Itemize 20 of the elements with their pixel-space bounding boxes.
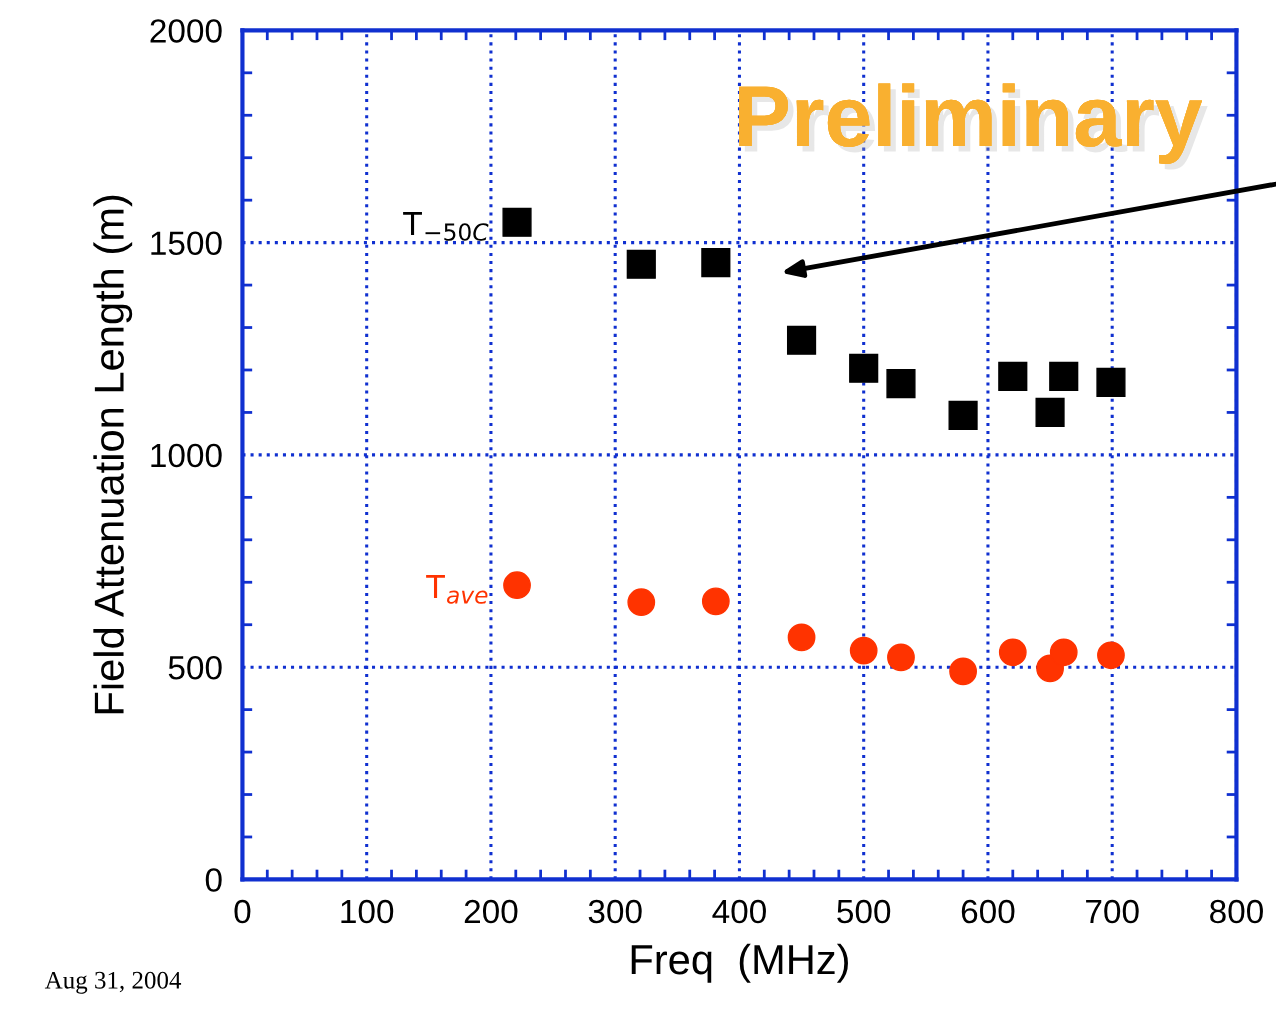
- x-tick-label: 600: [961, 899, 1015, 924]
- series-label: T$_{ave}$: [426, 575, 488, 604]
- x-tick-label: 200: [464, 899, 518, 924]
- y-tick-label: 500: [168, 655, 222, 680]
- y-tick-label: 1500: [151, 231, 222, 256]
- x-tick-label: 400: [712, 899, 766, 924]
- y-axis-title: Field Attenuation Length (m): [93, 195, 133, 714]
- x-axis-title: Freq (MHz): [631, 943, 848, 983]
- series-label: T$_{−50C}$: [403, 212, 489, 241]
- x-tick-label: 700: [1086, 899, 1139, 924]
- y-tick-label: 0: [205, 868, 222, 892]
- x-tick-label: 0: [234, 899, 251, 924]
- x-tick-label: 800: [1210, 899, 1263, 924]
- y-tick-label: 1000: [151, 443, 222, 468]
- x-tick-label: 100: [341, 899, 394, 924]
- x-tick-label: 300: [588, 899, 642, 924]
- y-tick-label: 2000: [150, 19, 222, 43]
- x-tick-label: 500: [837, 899, 891, 924]
- annotation: Preliminary: [739, 83, 1208, 170]
- text: Aug 31, 2004: [44, 971, 182, 994]
